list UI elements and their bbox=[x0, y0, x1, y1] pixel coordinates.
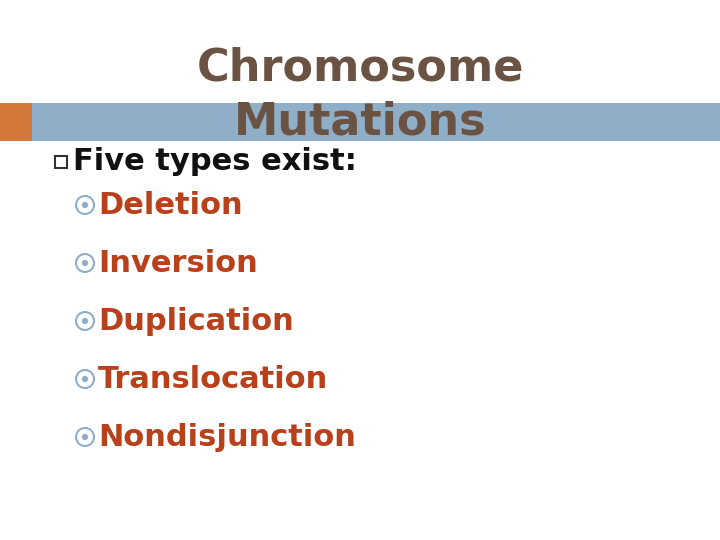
Circle shape bbox=[82, 260, 88, 266]
Text: Deletion: Deletion bbox=[98, 191, 243, 219]
Text: Inversion: Inversion bbox=[98, 248, 258, 278]
Circle shape bbox=[82, 202, 88, 208]
Text: Translocation: Translocation bbox=[98, 364, 328, 394]
Text: Duplication: Duplication bbox=[98, 307, 294, 335]
Text: Nondisjunction: Nondisjunction bbox=[98, 422, 356, 451]
Circle shape bbox=[82, 434, 88, 440]
Circle shape bbox=[82, 318, 88, 324]
Bar bbox=[0, 103, 32, 141]
Circle shape bbox=[82, 376, 88, 382]
Text: Five types exist:: Five types exist: bbox=[73, 147, 357, 177]
Bar bbox=[0, 103, 720, 141]
Bar bbox=[55, 156, 67, 168]
Text: Chromosome: Chromosome bbox=[197, 46, 523, 90]
Text: Mutations: Mutations bbox=[234, 100, 486, 144]
